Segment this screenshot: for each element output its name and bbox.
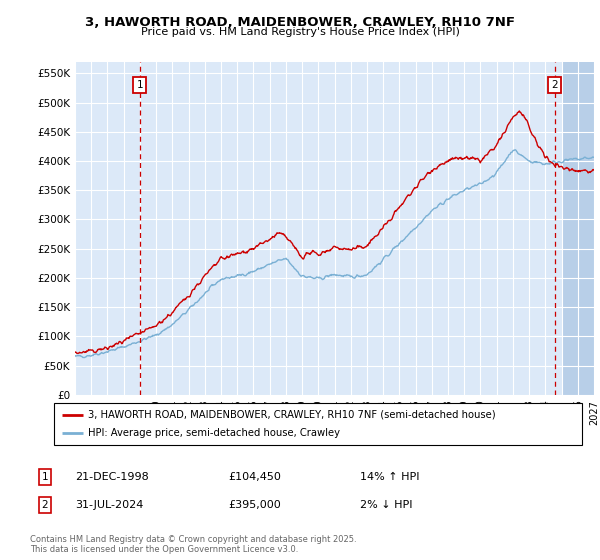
Text: 3, HAWORTH ROAD, MAIDENBOWER, CRAWLEY, RH10 7NF: 3, HAWORTH ROAD, MAIDENBOWER, CRAWLEY, R… <box>85 16 515 29</box>
Text: 2: 2 <box>551 80 558 90</box>
Text: 31-JUL-2024: 31-JUL-2024 <box>75 500 143 510</box>
Text: £395,000: £395,000 <box>228 500 281 510</box>
Text: Contains HM Land Registry data © Crown copyright and database right 2025.
This d: Contains HM Land Registry data © Crown c… <box>30 535 356 554</box>
Text: HPI: Average price, semi-detached house, Crawley: HPI: Average price, semi-detached house,… <box>88 428 340 438</box>
Text: 3, HAWORTH ROAD, MAIDENBOWER, CRAWLEY, RH10 7NF (semi-detached house): 3, HAWORTH ROAD, MAIDENBOWER, CRAWLEY, R… <box>88 410 496 420</box>
Text: £104,450: £104,450 <box>228 472 281 482</box>
Text: 2% ↓ HPI: 2% ↓ HPI <box>360 500 413 510</box>
Text: 2: 2 <box>41 500 49 510</box>
Text: 21-DEC-1998: 21-DEC-1998 <box>75 472 149 482</box>
Text: 1: 1 <box>137 80 143 90</box>
Text: 14% ↑ HPI: 14% ↑ HPI <box>360 472 419 482</box>
Bar <box>562 62 594 395</box>
Text: Price paid vs. HM Land Registry's House Price Index (HPI): Price paid vs. HM Land Registry's House … <box>140 27 460 37</box>
FancyBboxPatch shape <box>54 403 582 445</box>
Text: 1: 1 <box>41 472 49 482</box>
